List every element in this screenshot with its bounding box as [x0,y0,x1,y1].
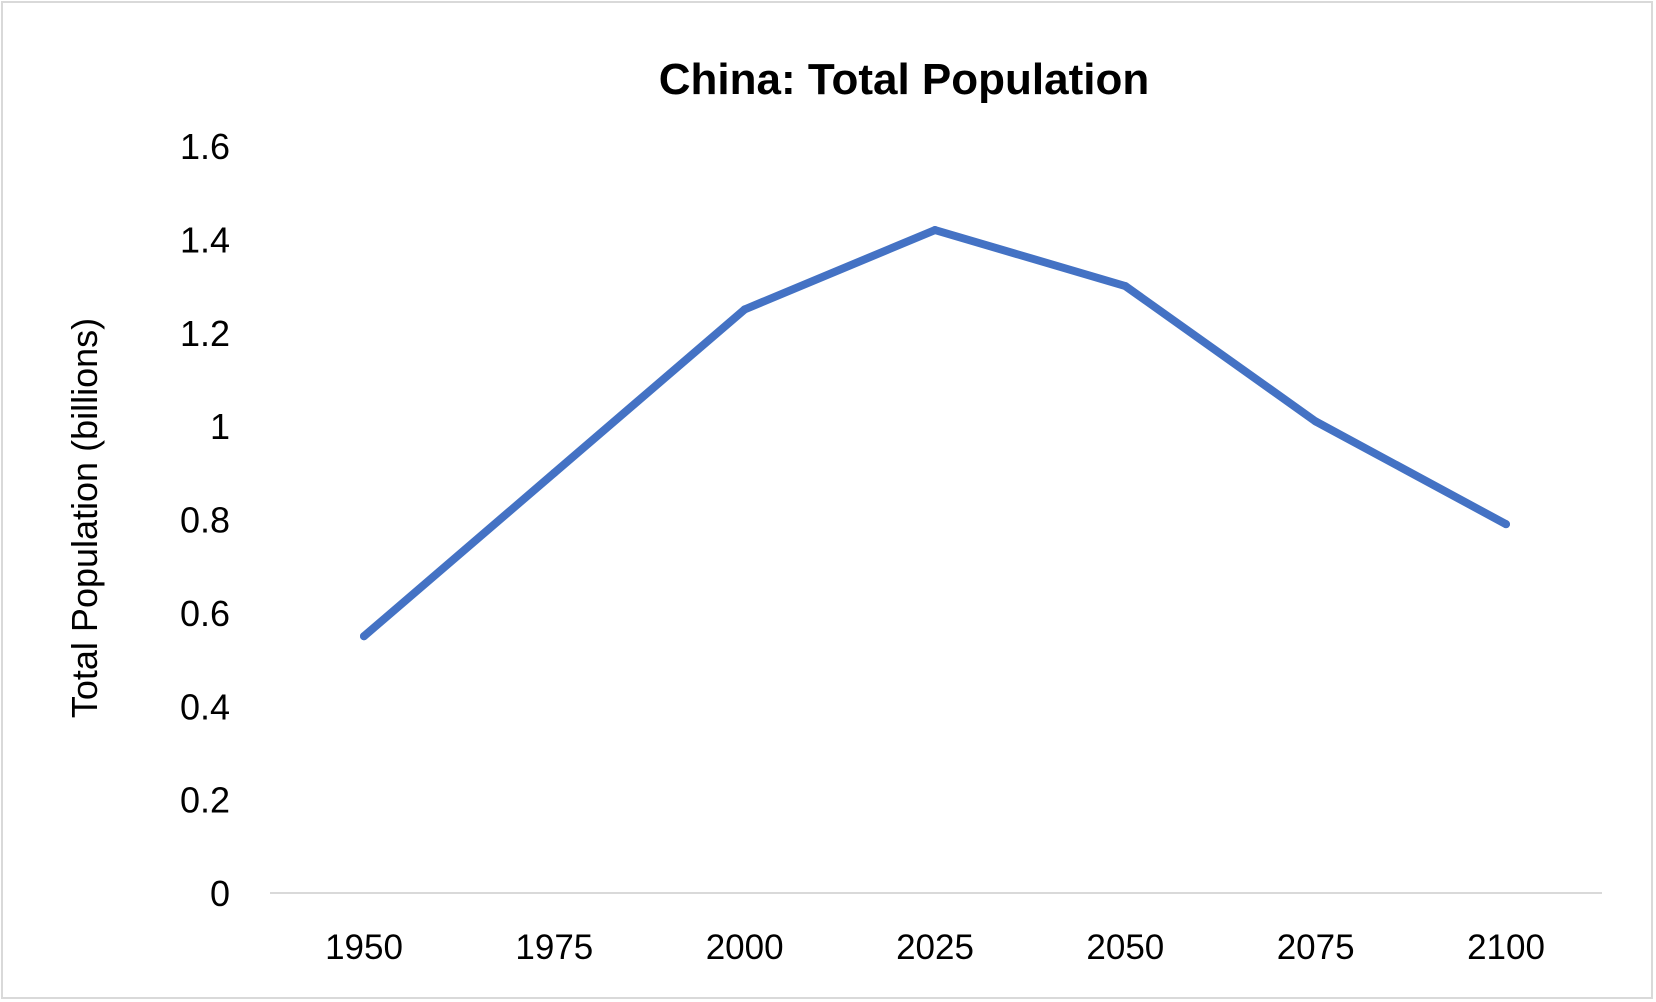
y-tick-label: 1.4 [180,219,230,260]
data-point [1502,520,1510,529]
y-tick-label: 0.8 [180,500,230,541]
data-point [360,632,368,641]
data-point [931,226,939,235]
x-tick-label: 2000 [706,928,784,967]
y-tick-label: 0 [210,873,230,914]
data-point [1311,417,1320,426]
x-tick-label: 2075 [1277,928,1355,967]
y-tick-label: 0.2 [180,780,230,821]
x-tick-label: 2100 [1467,928,1545,967]
series-layer [360,226,1510,641]
y-tick-label: 1.2 [180,313,230,354]
x-tick-label: 1975 [515,928,593,967]
x-axis-ticks: 1950 1975 2000 2025 2050 2075 2100 [325,928,1545,967]
x-tick-label: 2050 [1086,928,1164,967]
y-tick-label: 1 [210,406,230,447]
y-tick-label: 1.6 [180,126,230,167]
y-axis-ticks: 0 0.2 0.4 0.6 0.8 1 1.2 1.4 1.6 [180,126,230,914]
series-line [360,226,1510,641]
x-tick-label: 1950 [325,928,403,967]
data-point [740,305,749,314]
y-axis-title: Total Population (billions) [64,318,105,718]
y-tick-label: 0.6 [180,593,230,634]
x-tick-label: 2025 [896,928,974,967]
data-point [1121,282,1130,291]
y-tick-label: 0.4 [180,686,230,727]
chart-title: China: Total Population [659,55,1149,104]
data-point [550,468,559,477]
